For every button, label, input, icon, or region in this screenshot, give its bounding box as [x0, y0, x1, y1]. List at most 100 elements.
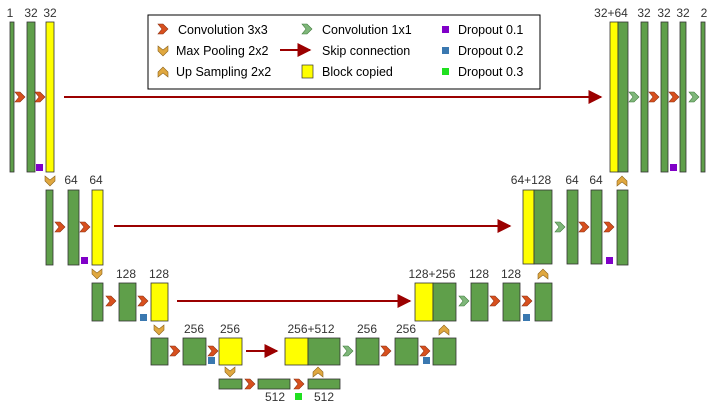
legend-skip-label: Skip connection — [322, 44, 410, 58]
label-dec4-0: 256+512 — [287, 322, 334, 336]
maxpool-arrow-icon — [91, 268, 103, 280]
conv3-arrow-icon — [603, 221, 615, 233]
legend-dropout1-label: Dropout 0.1 — [458, 23, 523, 37]
label-enc1-1: 32 — [24, 6, 38, 20]
enc1-copied-block — [45, 21, 55, 173]
conv1-legend-icon — [301, 23, 313, 35]
channel-labels: 1 32 32 32+64 32 32 32 2 64 64 64+128 64… — [7, 6, 708, 404]
legend-conv1-label: Convolution 1x1 — [322, 23, 412, 37]
label-dec1-0: 32+64 — [594, 6, 628, 20]
conv3-arrow-icon — [137, 295, 149, 307]
conv3-arrows — [14, 91, 680, 390]
enc4-conv1-block — [182, 337, 207, 366]
dropout1-marker — [670, 164, 677, 171]
conv1-arrow-icon — [458, 295, 470, 307]
dec4-copied-block — [284, 337, 309, 366]
dec3-concat-block — [432, 282, 457, 322]
enc2-conv1-block — [67, 189, 80, 266]
conv3-arrow-icon — [34, 91, 46, 103]
maxpool-arrow-icon — [153, 324, 165, 336]
dropout-markers — [36, 164, 677, 400]
legend-box — [147, 14, 541, 90]
label-dec2-2: 64 — [589, 173, 603, 187]
conv3-arrow-icon — [578, 221, 590, 233]
dec1-output-block — [700, 21, 706, 173]
bottleneck-conv2-block — [307, 378, 341, 390]
conv3-arrow-icon — [380, 345, 392, 357]
dec3-conv1-block — [470, 282, 489, 322]
conv3-arrow-icon — [105, 295, 117, 307]
conv3-arrow-icon — [293, 378, 305, 390]
conv3-arrow-icon — [668, 91, 680, 103]
bottleneck-pooled-block — [218, 378, 243, 390]
label-dec3-1: 128 — [469, 267, 489, 281]
label-bottleneck-0: 512 — [265, 390, 285, 404]
label-dec1-3: 32 — [676, 6, 690, 20]
dec3-copied-block — [414, 282, 434, 322]
label-dec1-2: 32 — [657, 6, 671, 20]
dropout1-marker — [36, 164, 43, 171]
conv1-arrow-icon — [688, 91, 700, 103]
enc4-copied-block — [218, 337, 243, 366]
maxpool-arrow-icon — [44, 175, 56, 187]
upsample-legend-icon — [157, 66, 169, 78]
conv3-arrow-icon — [54, 221, 66, 233]
dropout3-marker — [295, 393, 302, 400]
dec3-conv2-block — [502, 282, 521, 322]
dropout2-marker — [208, 357, 215, 364]
label-dec2-0: 64+128 — [511, 173, 552, 187]
dec1-copied-block — [609, 21, 619, 173]
dec3-upsampled-block — [534, 282, 553, 322]
conv3-arrow-icon — [14, 91, 26, 103]
label-enc2-0: 64 — [64, 173, 78, 187]
maxpool-legend-icon — [157, 45, 169, 57]
dec2-concat-block — [533, 189, 553, 265]
enc3-copied-block — [150, 282, 169, 322]
label-dec3-2: 128 — [501, 267, 521, 281]
dec2-conv2-block — [590, 189, 603, 265]
label-dec3-0: 128+256 — [408, 267, 455, 281]
upsample-arrows — [312, 175, 628, 378]
maxpool-arrows — [44, 175, 236, 378]
legend-maxpool-label: Max Pooling 2x2 — [176, 44, 268, 58]
copied-legend-icon — [301, 64, 314, 79]
label-enc4-0: 256 — [184, 322, 204, 336]
conv3-legend-icon — [157, 23, 169, 35]
upsample-arrow-icon — [616, 175, 628, 187]
conv1-arrows — [342, 91, 700, 357]
dec2-conv1-block — [566, 189, 579, 265]
conv3-arrow-icon — [489, 295, 501, 307]
enc2-copied-block — [91, 189, 104, 266]
label-enc2-1: 64 — [89, 173, 103, 187]
legend-conv3-label: Convolution 3x3 — [178, 23, 268, 37]
label-enc3-1: 128 — [149, 267, 169, 281]
conv1-arrow-icon — [342, 345, 354, 357]
dec2-upsampled-block — [616, 189, 629, 266]
dropout2-marker — [140, 314, 147, 321]
upsample-arrow-icon — [438, 324, 450, 336]
legend: Convolution 3x3 Max Pooling 2x2 Up Sampl… — [147, 14, 541, 90]
conv1-arrow-icon — [554, 221, 566, 233]
label-enc1-0: 1 — [7, 6, 14, 20]
enc3-pooled-block — [91, 282, 104, 322]
upsample-arrow-icon — [537, 268, 549, 280]
dropout1-legend-icon — [442, 26, 449, 33]
conv3-arrow-icon — [79, 221, 91, 233]
conv3-arrow-icon — [521, 295, 533, 307]
bottleneck-conv1-block — [257, 378, 291, 390]
dec4-conv1-block — [355, 337, 380, 366]
skip-connections — [64, 90, 603, 358]
enc2-pooled-block — [45, 189, 54, 266]
dec1-concat-block — [617, 21, 629, 173]
dec1-conv1-block — [640, 21, 649, 173]
legend-dropout2-label: Dropout 0.2 — [458, 44, 523, 58]
dropout3-legend-icon — [442, 68, 449, 75]
dec1-conv2-block — [660, 21, 669, 173]
dropout2-marker — [523, 314, 530, 321]
enc1-input-block — [9, 21, 15, 173]
legend-dropout3-label: Dropout 0.3 — [458, 65, 523, 79]
conv3-arrow-icon — [169, 345, 181, 357]
conv3-arrow-icon — [648, 91, 660, 103]
dropout2-marker — [423, 357, 430, 364]
